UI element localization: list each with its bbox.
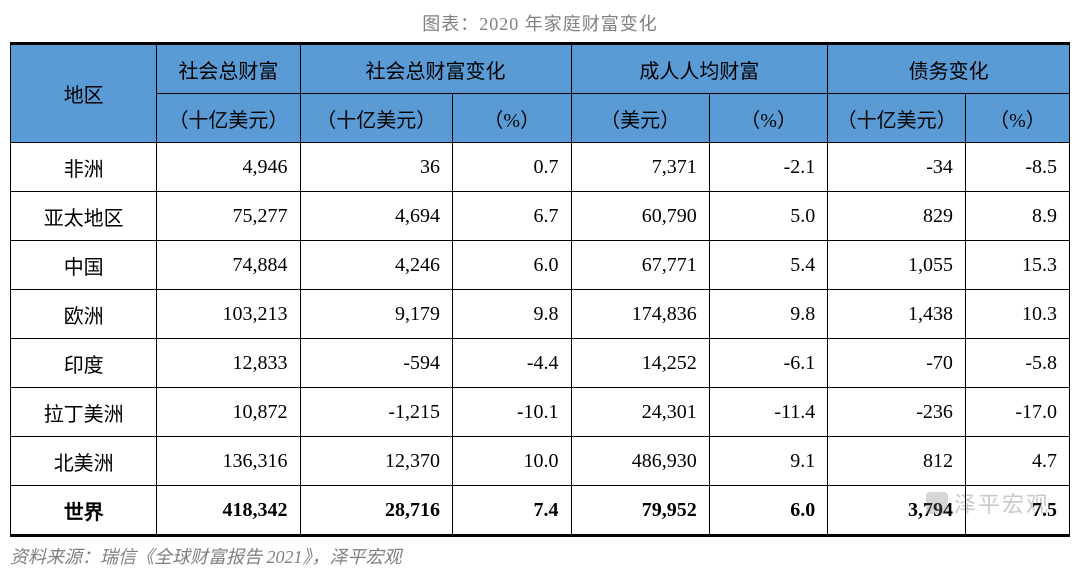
cell-value: -10.1 [452, 388, 571, 437]
cell-value: -2.1 [709, 143, 828, 192]
table-row: 北美洲136,31612,37010.0486,9309.18124.7 [11, 437, 1070, 486]
source-text: 资料来源：瑞信《全球财富报告 2021》，泽平宏观 [10, 543, 1070, 569]
cell-value: 6.7 [452, 192, 571, 241]
cell-value: 10.0 [452, 437, 571, 486]
cell-value: 36 [300, 143, 452, 192]
header-group-wealth: 社会总财富 [157, 44, 300, 94]
cell-value: 829 [828, 192, 966, 241]
table-row: 欧洲103,2139,1799.8174,8369.81,43810.3 [11, 290, 1070, 339]
cell-value: 12,833 [157, 339, 300, 388]
cell-value: -11.4 [709, 388, 828, 437]
chart-title: 图表：2020 年家庭财富变化 [10, 10, 1070, 36]
cell-value: 4,694 [300, 192, 452, 241]
header-unit-pct: （%） [709, 94, 828, 143]
cell-value: -6.1 [709, 339, 828, 388]
cell-value: 4,246 [300, 241, 452, 290]
cell-value: 103,213 [157, 290, 300, 339]
header-unit-billion: （十亿美元） [300, 94, 452, 143]
cell-value: 6.0 [709, 486, 828, 536]
cell-value: 28,716 [300, 486, 452, 536]
cell-value: -17.0 [965, 388, 1069, 437]
cell-value: 10.3 [965, 290, 1069, 339]
cell-value: -4.4 [452, 339, 571, 388]
cell-region: 欧洲 [11, 290, 157, 339]
wealth-table: 地区 社会总财富 社会总财富变化 成人人均财富 债务变化 （十亿美元） （十亿美… [10, 42, 1070, 537]
header-unit-pct: （%） [452, 94, 571, 143]
cell-region: 非洲 [11, 143, 157, 192]
table-body: 非洲4,946360.77,371-2.1-34-8.5亚太地区75,2774,… [11, 143, 1070, 536]
cell-value: 74,884 [157, 241, 300, 290]
cell-value: 8.9 [965, 192, 1069, 241]
cell-region: 中国 [11, 241, 157, 290]
watermark-label: 泽平宏观 [954, 487, 1050, 519]
cell-value: -236 [828, 388, 966, 437]
cell-value: 486,930 [571, 437, 709, 486]
cell-value: -5.8 [965, 339, 1069, 388]
cell-value: 812 [828, 437, 966, 486]
cell-value: 1,438 [828, 290, 966, 339]
cell-region: 拉丁美洲 [11, 388, 157, 437]
table-row: 非洲4,946360.77,371-2.1-34-8.5 [11, 143, 1070, 192]
header-group-percapita: 成人人均财富 [571, 44, 828, 94]
cell-value: 9.1 [709, 437, 828, 486]
cell-value: -594 [300, 339, 452, 388]
cell-value: 1,055 [828, 241, 966, 290]
cell-value: 24,301 [571, 388, 709, 437]
cell-value: 60,790 [571, 192, 709, 241]
cell-value: -1,215 [300, 388, 452, 437]
cell-value: 4,946 [157, 143, 300, 192]
header-unit-usd: （美元） [571, 94, 709, 143]
cell-value: 9.8 [709, 290, 828, 339]
table-row: 印度12,833-594-4.414,252-6.1-70-5.8 [11, 339, 1070, 388]
cell-value: 6.0 [452, 241, 571, 290]
cell-region: 印度 [11, 339, 157, 388]
cell-value: 7,371 [571, 143, 709, 192]
cell-value: 9.8 [452, 290, 571, 339]
cell-value: 10,872 [157, 388, 300, 437]
cell-value: 5.4 [709, 241, 828, 290]
header-unit-pct: （%） [965, 94, 1069, 143]
wechat-icon [926, 492, 948, 514]
table-row: 中国74,8844,2466.067,7715.41,05515.3 [11, 241, 1070, 290]
header-region: 地区 [11, 44, 157, 143]
header-group-debt: 债务变化 [828, 44, 1070, 94]
cell-region: 世界 [11, 486, 157, 536]
cell-value: -70 [828, 339, 966, 388]
watermark: 泽平宏观 [926, 487, 1050, 519]
cell-value: 0.7 [452, 143, 571, 192]
header-unit-billion: （十亿美元） [157, 94, 300, 143]
cell-value: 79,952 [571, 486, 709, 536]
cell-value: 5.0 [709, 192, 828, 241]
header-unit-billion: （十亿美元） [828, 94, 966, 143]
cell-value: 4.7 [965, 437, 1069, 486]
cell-value: 14,252 [571, 339, 709, 388]
table-header: 地区 社会总财富 社会总财富变化 成人人均财富 债务变化 （十亿美元） （十亿美… [11, 44, 1070, 143]
cell-value: -34 [828, 143, 966, 192]
cell-value: 15.3 [965, 241, 1069, 290]
table-row: 亚太地区75,2774,6946.760,7905.08298.9 [11, 192, 1070, 241]
cell-value: -8.5 [965, 143, 1069, 192]
cell-value: 67,771 [571, 241, 709, 290]
cell-value: 174,836 [571, 290, 709, 339]
cell-value: 136,316 [157, 437, 300, 486]
table-row: 世界418,34228,7167.479,9526.03,7947.5 [11, 486, 1070, 536]
cell-value: 418,342 [157, 486, 300, 536]
header-group-wealth-change: 社会总财富变化 [300, 44, 571, 94]
cell-value: 75,277 [157, 192, 300, 241]
cell-region: 北美洲 [11, 437, 157, 486]
cell-region: 亚太地区 [11, 192, 157, 241]
cell-value: 9,179 [300, 290, 452, 339]
table-row: 拉丁美洲10,872-1,215-10.124,301-11.4-236-17.… [11, 388, 1070, 437]
cell-value: 7.4 [452, 486, 571, 536]
cell-value: 12,370 [300, 437, 452, 486]
